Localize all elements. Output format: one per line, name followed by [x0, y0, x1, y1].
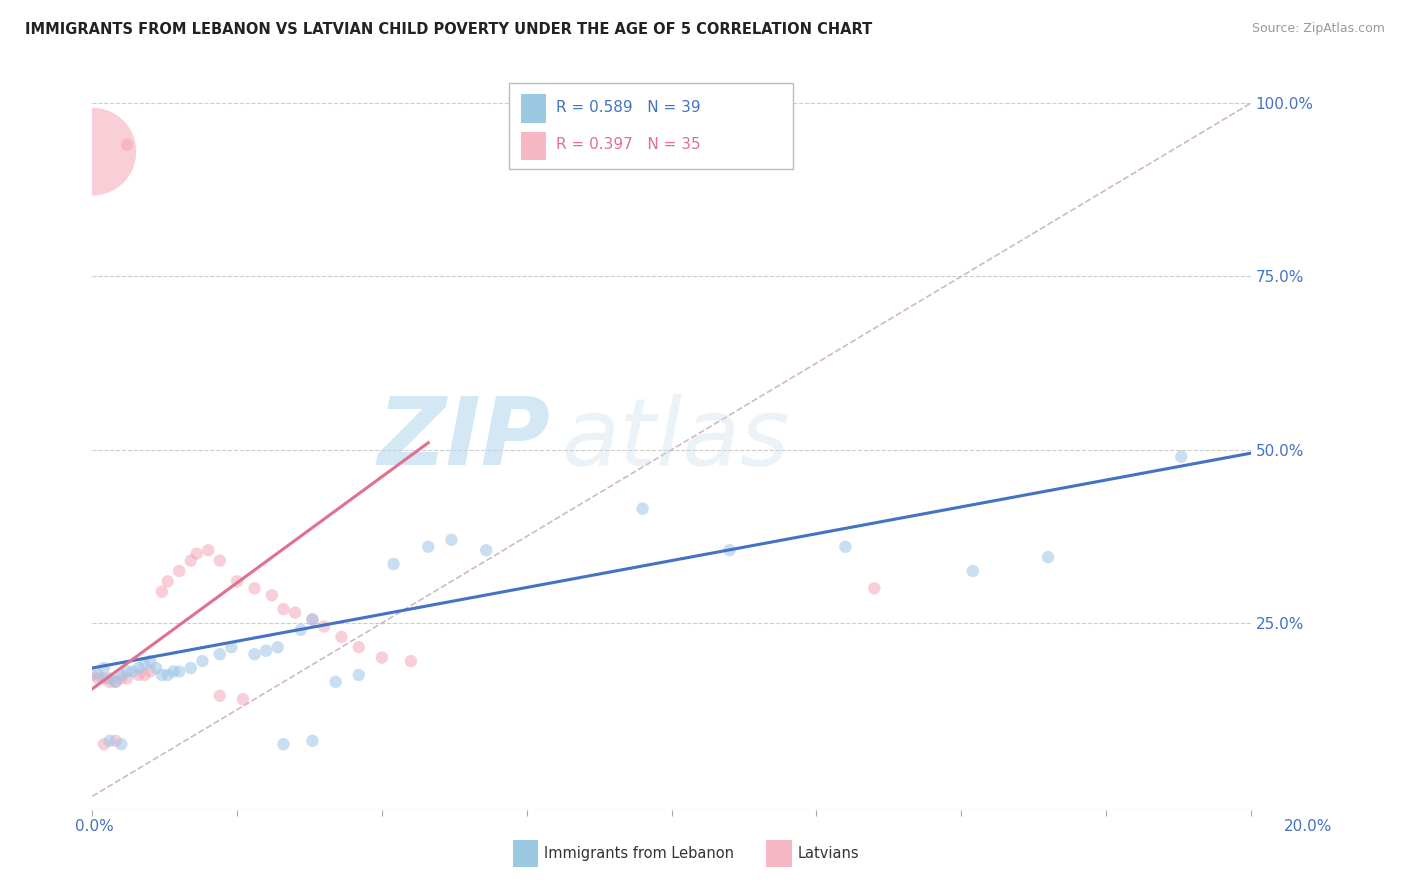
Text: 20.0%: 20.0%	[1284, 820, 1331, 834]
Point	[180, 553, 202, 567]
Point	[863, 582, 886, 596]
Text: Immigrants from Lebanon: Immigrants from Lebanon	[544, 847, 734, 861]
Point	[139, 654, 162, 668]
Point	[243, 582, 266, 596]
Point	[115, 672, 138, 686]
Point	[110, 737, 132, 751]
Point	[87, 672, 110, 686]
Text: atlas: atlas	[561, 393, 790, 485]
Point	[128, 661, 150, 675]
Point	[254, 643, 277, 657]
Point	[1036, 550, 1059, 565]
Point	[208, 647, 231, 661]
Point	[221, 640, 243, 655]
Point	[290, 623, 312, 637]
Point	[267, 640, 290, 655]
Text: 0.0%: 0.0%	[75, 820, 114, 834]
Point	[631, 501, 654, 516]
Point	[82, 145, 104, 159]
Point	[110, 672, 132, 686]
Point	[243, 647, 266, 661]
Point	[301, 613, 323, 627]
Point	[167, 665, 190, 679]
Point	[139, 665, 162, 679]
Point	[191, 654, 214, 668]
Point	[150, 584, 173, 599]
Point	[371, 650, 394, 665]
FancyBboxPatch shape	[522, 131, 547, 160]
Point	[301, 613, 323, 627]
FancyBboxPatch shape	[522, 95, 547, 123]
Point	[162, 665, 184, 679]
Point	[93, 737, 115, 751]
Point	[325, 674, 347, 689]
Point	[104, 674, 127, 689]
Point	[82, 668, 104, 682]
Point	[93, 661, 115, 675]
Point	[475, 543, 498, 558]
Point	[208, 689, 231, 703]
Point	[134, 668, 156, 682]
Point	[128, 668, 150, 682]
Text: IMMIGRANTS FROM LEBANON VS LATVIAN CHILD POVERTY UNDER THE AGE OF 5 CORRELATION : IMMIGRANTS FROM LEBANON VS LATVIAN CHILD…	[25, 22, 873, 37]
Point	[330, 630, 353, 644]
Text: ZIP: ZIP	[377, 393, 550, 485]
Point	[156, 574, 179, 589]
Point	[301, 733, 323, 747]
Point	[208, 553, 231, 567]
Point	[156, 668, 179, 682]
Point	[115, 665, 138, 679]
Point	[122, 665, 145, 679]
Point	[284, 606, 307, 620]
Point	[232, 692, 254, 706]
Point	[1170, 450, 1192, 464]
Point	[312, 619, 335, 633]
Point	[347, 640, 370, 655]
Point	[87, 668, 110, 682]
Point	[150, 668, 173, 682]
Point	[273, 602, 295, 616]
Point	[347, 668, 370, 682]
Point	[440, 533, 463, 547]
FancyBboxPatch shape	[509, 83, 793, 169]
Point	[115, 137, 138, 152]
Point	[834, 540, 856, 554]
Point	[180, 661, 202, 675]
Point	[226, 574, 249, 589]
Text: R = 0.589   N = 39: R = 0.589 N = 39	[555, 100, 700, 114]
Point	[110, 668, 132, 682]
Point	[399, 654, 422, 668]
Point	[197, 543, 219, 558]
Point	[167, 564, 190, 578]
Point	[98, 733, 121, 747]
Point	[962, 564, 984, 578]
Point	[145, 661, 167, 675]
Text: R = 0.397   N = 35: R = 0.397 N = 35	[555, 136, 700, 152]
Point	[98, 674, 121, 689]
Point	[382, 557, 405, 571]
Point	[93, 672, 115, 686]
Point	[260, 588, 283, 602]
Point	[418, 540, 440, 554]
Point	[273, 737, 295, 751]
Text: Latvians: Latvians	[797, 847, 859, 861]
Point	[186, 547, 208, 561]
Point	[134, 657, 156, 672]
Point	[98, 672, 121, 686]
Text: Source: ZipAtlas.com: Source: ZipAtlas.com	[1251, 22, 1385, 36]
Point	[104, 674, 127, 689]
Point	[718, 543, 741, 558]
Point	[104, 733, 127, 747]
